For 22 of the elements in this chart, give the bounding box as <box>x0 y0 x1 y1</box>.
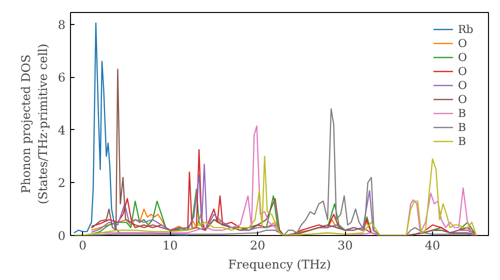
legend-label: O <box>458 64 468 78</box>
y-tick-label: 0 <box>58 229 66 243</box>
legend-label: O <box>458 92 468 106</box>
legend-label: Rb <box>458 22 474 36</box>
legend-label: O <box>458 36 468 50</box>
legend-label: B <box>458 106 468 120</box>
x-tick-label: 40 <box>424 238 440 252</box>
x-tick-label: 30 <box>337 238 353 252</box>
legend-label: B <box>458 120 468 134</box>
legend-label: O <box>458 50 468 64</box>
y-tick-label: 6 <box>58 70 66 85</box>
legend-label: B <box>458 134 468 148</box>
y-tick-label: 8 <box>58 18 66 32</box>
x-axis-title: Frequency (THz) <box>228 258 331 272</box>
y-tick-label: 2 <box>58 176 66 190</box>
y-axis-title: Phonon projected DOS (States/THz·primitive cell) <box>19 44 50 204</box>
line-series <box>73 22 188 236</box>
y-tick-label: 4 <box>58 123 66 138</box>
x-tick-label: 10 <box>162 238 178 252</box>
x-tick-label: 20 <box>250 238 266 252</box>
legend-label: O <box>458 78 468 92</box>
x-tick-label: 0 <box>78 238 87 252</box>
